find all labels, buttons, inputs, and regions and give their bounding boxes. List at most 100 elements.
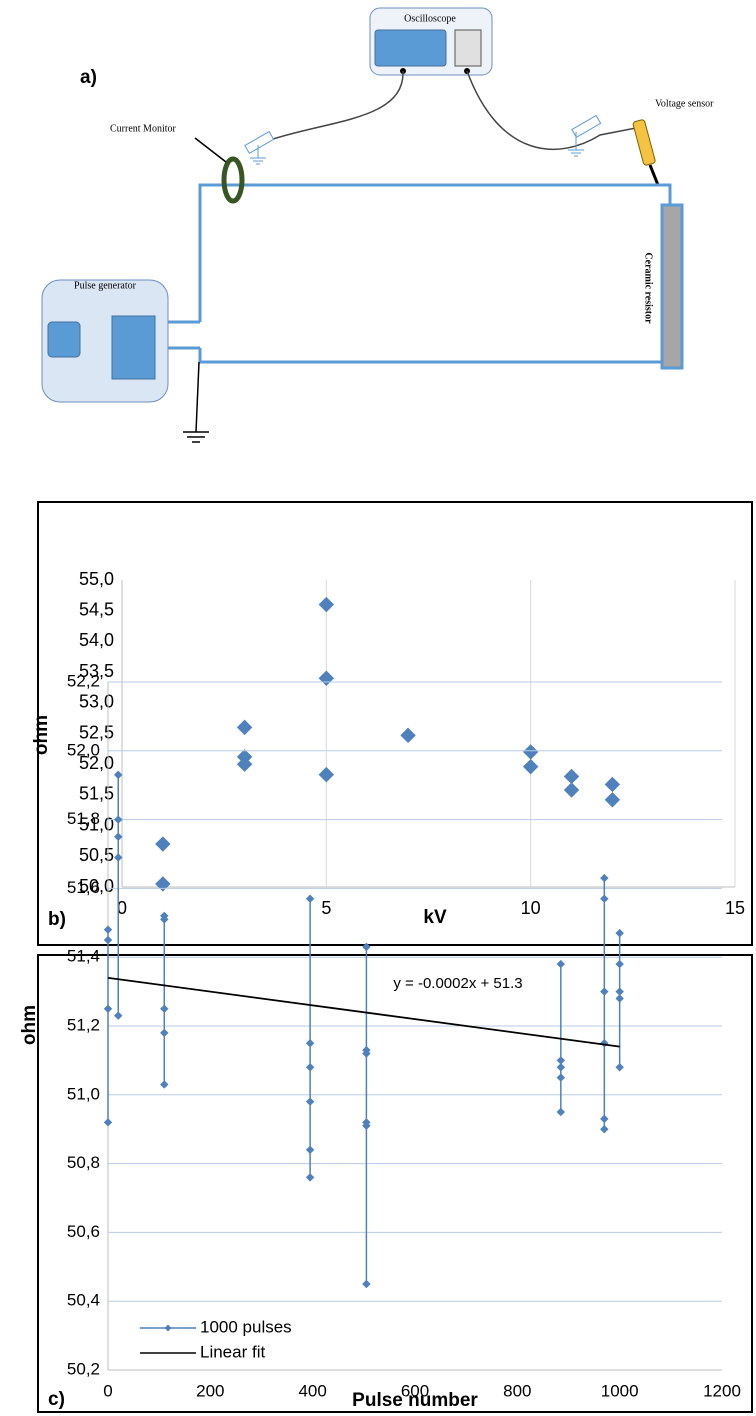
wire	[168, 183, 672, 364]
marker	[103, 925, 113, 934]
marker	[305, 1063, 315, 1072]
y-axis-title: ohm	[31, 715, 52, 755]
marker	[615, 1063, 624, 1072]
marker	[522, 758, 539, 775]
y-tick-label: 51,5	[79, 784, 114, 804]
series-line	[107, 976, 620, 1048]
panel-frame	[37, 501, 753, 946]
x-tick-label: 600	[401, 1381, 429, 1400]
marker	[600, 1124, 609, 1134]
marker	[615, 928, 624, 938]
marker	[114, 832, 123, 842]
y-tick-label: 50,0	[79, 876, 114, 896]
y-tick-label: 52,0	[67, 740, 100, 759]
marker	[236, 719, 253, 736]
marker	[155, 876, 171, 892]
marker	[600, 1114, 609, 1124]
panel-label: b)	[48, 909, 66, 930]
marker	[103, 1004, 113, 1014]
y-tick-label: 53,0	[79, 692, 114, 712]
y-tick-label: 51,4	[67, 947, 100, 966]
annotation: y = -0.0002x + 51.3	[393, 975, 522, 992]
marker	[362, 1121, 371, 1130]
marker	[615, 959, 624, 969]
marker	[600, 987, 609, 996]
marker	[362, 1049, 371, 1058]
resistor	[660, 203, 684, 370]
marker	[556, 1107, 566, 1117]
marker	[160, 915, 169, 924]
x-tick-label: 0	[117, 898, 127, 918]
generator-knob	[47, 321, 81, 358]
marker	[160, 1080, 169, 1089]
oscilloscope-panel	[454, 29, 482, 67]
marker	[556, 1056, 566, 1065]
y-axis-title: ohm	[19, 1005, 40, 1045]
y-tick-label: 51,8	[67, 809, 100, 828]
y-tick-label: 51,6	[67, 878, 100, 897]
legend-label: Linear fit	[200, 1342, 265, 1361]
y-tick-label: 52,5	[79, 722, 114, 742]
marker	[522, 744, 539, 760]
x-tick-label: 1200	[703, 1381, 741, 1400]
x-tick-label: 800	[503, 1381, 531, 1400]
marker	[103, 935, 113, 945]
marker	[114, 815, 123, 824]
marker	[305, 894, 315, 903]
x-tick-label: 200	[196, 1381, 224, 1400]
marker	[305, 1038, 315, 1048]
marker	[155, 836, 171, 852]
marker	[556, 959, 566, 969]
voltage-sensor-label: Voltage sensor	[655, 98, 714, 109]
y-tick-label: 50,2	[67, 1359, 100, 1378]
probe	[244, 130, 275, 155]
probe	[571, 114, 602, 139]
marker	[563, 768, 580, 785]
x-tick-label: 1000	[601, 1381, 639, 1400]
y-tick-label: 52,0	[79, 753, 114, 773]
x-tick-label: 400	[298, 1381, 326, 1400]
marker	[604, 776, 621, 793]
x-tick-label: 0	[103, 1381, 112, 1400]
marker	[236, 756, 253, 772]
pulse-generator-label: Pulse generator	[74, 280, 137, 291]
y-tick-label: 54,5	[79, 599, 114, 619]
legend-marker	[164, 1324, 172, 1332]
cable	[269, 70, 404, 141]
marker	[556, 1073, 566, 1082]
marker	[305, 1145, 315, 1155]
series-line	[107, 774, 621, 1284]
voltage-probe	[632, 119, 656, 166]
y-tick-label: 53,5	[79, 661, 114, 681]
ground	[250, 145, 266, 165]
marker	[600, 873, 609, 883]
panel-label: c)	[48, 1389, 65, 1410]
x-axis-title: Pulse number	[352, 1390, 478, 1411]
y-tick-label: 55,0	[79, 569, 114, 589]
x-axis-title: kV	[423, 907, 447, 928]
legend-label: 1000 pulses	[200, 1317, 292, 1336]
panel-label: a)	[80, 67, 97, 88]
oscilloscope-screen	[374, 29, 447, 67]
circuit-diagram: a) Oscilloscope Voltage sensor Ceramic r…	[41, 7, 714, 443]
resistor-label: Ceramic resistor	[643, 252, 654, 324]
oscilloscope-label: Oscilloscope	[404, 13, 456, 24]
y-tick-label: 50,6	[67, 1222, 100, 1241]
y-tick-label: 50,8	[67, 1153, 100, 1172]
marker	[600, 894, 609, 903]
marker	[160, 1028, 169, 1038]
y-tick-label: 51,0	[67, 1084, 100, 1103]
marker	[615, 987, 624, 996]
marker	[362, 942, 371, 952]
marker	[160, 1004, 169, 1014]
marker	[114, 1011, 123, 1020]
marker	[362, 1279, 371, 1289]
x-tick-label: 10	[521, 898, 541, 918]
x-tick-label: 5	[321, 898, 331, 918]
marker	[305, 1173, 315, 1182]
x-tick-label: 15	[725, 898, 745, 918]
arrow	[194, 137, 227, 163]
y-tick-label: 51,2	[67, 1015, 100, 1034]
probe-tip	[648, 164, 660, 186]
